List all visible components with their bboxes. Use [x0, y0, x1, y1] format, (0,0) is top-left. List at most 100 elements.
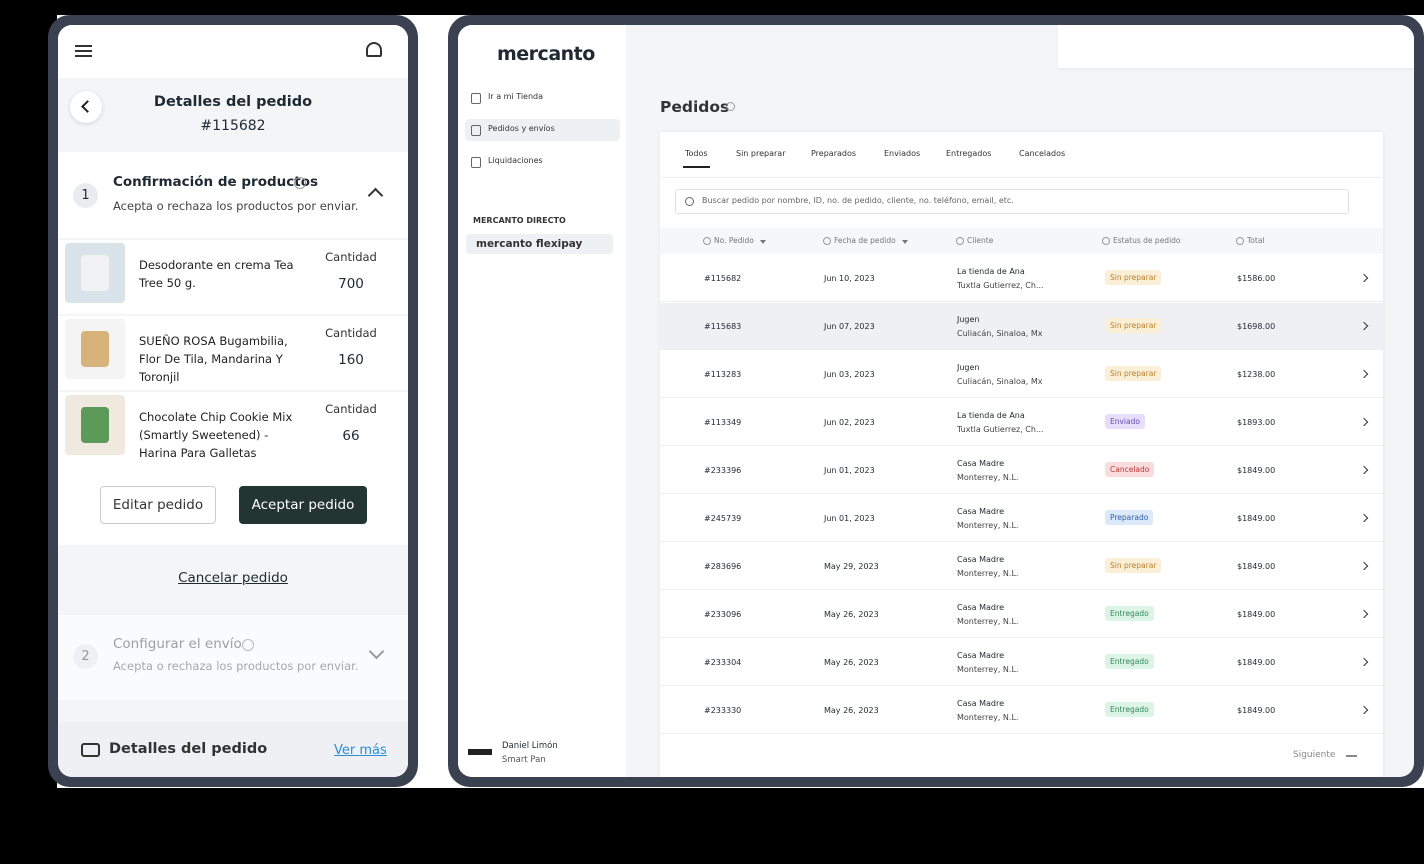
order-id: #113283 — [704, 370, 742, 379]
row-chevron — [1359, 561, 1369, 571]
quantity: 160 — [338, 352, 364, 368]
nav-item[interactable]: Pedidos y envíos — [488, 124, 555, 133]
quantity: 700 — [338, 276, 364, 292]
info-icon — [703, 237, 711, 245]
quantity-label: Cantidad — [325, 326, 377, 340]
top-bar — [58, 25, 408, 78]
tab[interactable]: Preparados — [811, 149, 857, 158]
order-total: $1849.00 — [1237, 562, 1276, 571]
collapse-icon[interactable] — [367, 187, 384, 204]
user-name: Daniel Limón — [502, 741, 558, 751]
row-chevron — [1359, 321, 1369, 331]
accept-button[interactable]: Aceptar pedido — [239, 486, 367, 524]
client-name: Casa Madre — [957, 555, 1005, 564]
product-name: Chocolate Chip Cookie Mix (Smartly Sweet… — [139, 410, 293, 460]
row-chevron — [1359, 417, 1369, 427]
client-location: Monterrey, N.L. — [957, 473, 1019, 482]
back-button[interactable] — [70, 91, 102, 123]
order-id: #233396 — [704, 466, 742, 475]
tablet-screen: mercanto MERCANTO DIRECTO mercanto flexi… — [458, 25, 1414, 777]
table-row[interactable]: #113283 Jun 03, 2023 Jugen Culiacán, Sinalo… — [660, 351, 1383, 398]
nav-item[interactable]: Ir a mi Tienda — [488, 92, 544, 101]
client-location: Monterrey, N.L. — [957, 521, 1019, 530]
table-row[interactable]: #113349 Jun 02, 2023 La tienda de Ana Tuxtl… — [660, 399, 1383, 446]
order-id: #233304 — [704, 658, 742, 667]
product-row: Chocolate Chip Cookie Mix (Smartly Sweet… — [58, 392, 408, 466]
order-total: $1698.00 — [1237, 322, 1276, 331]
table-row[interactable]: #283696 May 29, 2023 Casa Madre Monterrey, … — [660, 543, 1383, 590]
product-image — [65, 243, 125, 303]
row-chevron — [1359, 609, 1369, 619]
quantity-label: Cantidad — [325, 250, 377, 264]
tab[interactable]: Cancelados — [1019, 149, 1066, 158]
table-row[interactable]: #245739 Jun 01, 2023 Casa Madre Monterrey, … — [660, 495, 1383, 542]
table-row[interactable]: #233096 May 26, 2023 Casa Madre Monterrey, … — [660, 591, 1383, 638]
footer: Detalles del pedido Ver más — [58, 722, 408, 777]
order-date: Jun 10, 2023 — [824, 274, 875, 283]
nav-item[interactable]: Liquidaciones — [488, 156, 543, 165]
table-row[interactable]: #233304 May 26, 2023 Casa Madre Monterrey, … — [660, 639, 1383, 686]
bell-icon[interactable] — [366, 42, 382, 57]
row-chevron — [1359, 657, 1369, 667]
info-icon — [823, 237, 831, 245]
order-total: $1849.00 — [1237, 466, 1276, 475]
order-total: $1849.00 — [1237, 658, 1276, 667]
client-name: Casa Madre — [957, 651, 1005, 660]
nav-icon — [471, 93, 481, 104]
nav-icon — [471, 157, 481, 168]
menu-icon[interactable] — [75, 45, 92, 57]
status-badge: Sin preparar — [1105, 318, 1162, 333]
order-total: $1849.00 — [1237, 514, 1276, 523]
client-name: Casa Madre — [957, 459, 1005, 468]
next-button[interactable]: Siguiente — [1293, 750, 1336, 760]
status-badge: Sin preparar — [1105, 558, 1162, 573]
product-row: Desodorante en crema Tea Tree 50 g. Canti… — [58, 240, 408, 314]
row-chevron — [1359, 465, 1369, 475]
column-header[interactable]: Fecha de pedido — [834, 236, 896, 245]
edit-button[interactable]: Editar pedido — [100, 486, 216, 524]
expand-icon[interactable] — [368, 643, 385, 660]
quantity: 66 — [342, 428, 360, 444]
product-row: SUEÑO ROSA Bugambilia, Flor De Tila, Man… — [58, 316, 408, 390]
step-subtitle: Acepta o rechaza los productos por envia… — [113, 659, 359, 673]
tab[interactable]: Sin preparar — [736, 149, 786, 158]
table-row[interactable]: #233330 May 26, 2023 Casa Madre Monterrey, … — [660, 687, 1383, 734]
column-header[interactable]: No. Pedido — [714, 236, 754, 245]
info-icon — [294, 177, 306, 189]
client-location: Monterrey, N.L. — [957, 617, 1019, 626]
product-image-detail — [81, 407, 109, 443]
order-total: $1849.00 — [1237, 610, 1276, 619]
table-row[interactable]: #115683 Jun 07, 2023 Jugen Culiacán, Sinalo… — [660, 303, 1383, 350]
actions-card: Editar pedido Aceptar pedido — [58, 466, 408, 545]
client-name: La tienda de Ana — [957, 267, 1025, 276]
table-row[interactable]: #233396 Jun 01, 2023 Casa Madre Monterrey, … — [660, 447, 1383, 494]
status-badge: Preparado — [1105, 510, 1154, 525]
orders-panel: Buscar pedido por nombre, ID, no. de ped… — [660, 132, 1383, 777]
company-logo — [468, 749, 492, 755]
tab[interactable]: Entregados — [946, 149, 992, 158]
see-more-link[interactable]: Ver más — [334, 743, 387, 758]
order-date: May 26, 2023 — [824, 610, 879, 619]
cancel-link[interactable]: Cancelar pedido — [178, 570, 288, 586]
column-header: Total — [1247, 236, 1265, 245]
order-id: #233096 — [704, 610, 742, 619]
order-date: May 26, 2023 — [824, 706, 879, 715]
search-box[interactable]: Buscar pedido por nombre, ID, no. de ped… — [675, 189, 1349, 214]
product-image — [65, 319, 125, 379]
table-header — [660, 228, 1383, 254]
info-icon — [1236, 237, 1244, 245]
info-icon — [956, 237, 964, 245]
flexipay-link[interactable]: mercanto flexipay — [466, 234, 613, 254]
sort-icon — [902, 240, 908, 244]
row-chevron — [1359, 513, 1369, 523]
footer-title: Detalles del pedido — [109, 741, 268, 757]
column-header: Cliente — [967, 236, 994, 245]
column-header: Estatus de pedido — [1113, 236, 1181, 245]
order-total: $1849.00 — [1237, 706, 1276, 715]
tab[interactable]: Enviados — [884, 149, 921, 158]
tab[interactable]: Todos — [685, 149, 708, 158]
step-number: 1 — [73, 183, 98, 208]
table-row[interactable]: #115682 Jun 10, 2023 La tienda de Ana Tuxtl… — [660, 255, 1383, 302]
info-icon — [1102, 237, 1110, 245]
tab-underline — [683, 166, 710, 168]
